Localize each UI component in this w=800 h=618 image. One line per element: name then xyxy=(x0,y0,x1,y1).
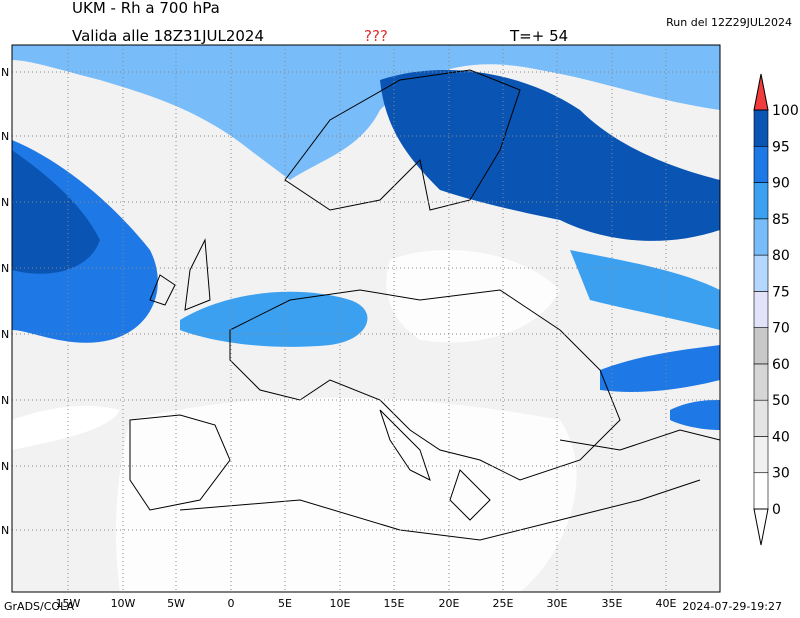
flag: ??? xyxy=(364,27,388,45)
forecast-step: T=+ 54 xyxy=(509,27,568,45)
lon-label: 10W xyxy=(111,597,136,610)
humid-zone xyxy=(600,345,720,392)
run-time: Run del 12Z29JUL2024 xyxy=(666,16,792,29)
lon-label: 15E xyxy=(384,597,405,610)
colorbar-under xyxy=(753,508,769,546)
colorbar-segment xyxy=(753,327,769,365)
lon-label: 15W xyxy=(56,597,81,610)
colorbar-segment xyxy=(753,399,769,437)
colorbar-label: 50 xyxy=(772,393,790,409)
colorbar-segment xyxy=(753,182,769,220)
colorbar-segment xyxy=(753,145,769,183)
colorbar-segment xyxy=(753,218,769,256)
lat-label: N xyxy=(1,66,9,79)
colorbar-segment xyxy=(753,109,769,147)
valid-time: Valida alle 18Z31JUL2024 xyxy=(72,27,264,45)
lon-label: 30E xyxy=(547,597,568,610)
lat-label: N xyxy=(1,394,9,407)
lon-label: 25E xyxy=(493,597,514,610)
dry-zone xyxy=(386,250,560,343)
colorbar-label: 85 xyxy=(772,212,790,228)
colorbar-label: 95 xyxy=(772,139,790,155)
lon-label: 35E xyxy=(602,597,623,610)
lon-label: 10E xyxy=(330,597,351,610)
colorbar-segment xyxy=(753,291,769,328)
colorbar-label: 80 xyxy=(772,248,790,264)
lat-label: N xyxy=(1,524,9,537)
title: UKM - Rh a 700 hPa xyxy=(72,0,220,17)
humid-zone xyxy=(570,250,720,330)
colorbar-label: 60 xyxy=(772,357,790,373)
lon-label: 0 xyxy=(228,597,235,610)
colorbar-segment xyxy=(753,436,769,474)
footer-right: 2024-07-29-19:27 xyxy=(682,600,782,613)
lat-label: N xyxy=(1,130,9,143)
humid-zone xyxy=(180,291,368,347)
colorbar-label: 75 xyxy=(772,284,790,300)
colorbar-segment xyxy=(753,472,769,510)
humid-zone xyxy=(380,70,720,241)
lat-label: N xyxy=(1,328,9,341)
colorbar-over xyxy=(753,73,769,111)
colorbar-label: 40 xyxy=(772,429,790,445)
lat-label: N xyxy=(1,262,9,275)
colorbar-label: 30 xyxy=(772,466,790,482)
colorbar-label: 0 xyxy=(772,502,781,518)
map-frame xyxy=(11,44,721,593)
humid-zone xyxy=(12,150,100,274)
colorbar-label: 90 xyxy=(772,176,790,192)
lon-label: 5E xyxy=(278,597,292,610)
humid-zone xyxy=(670,400,720,430)
lat-label: N xyxy=(1,196,9,209)
colorbar-segment xyxy=(753,254,769,292)
lat-label: N xyxy=(1,460,9,473)
humid-zone xyxy=(12,45,720,180)
dry-zone xyxy=(115,397,577,592)
coastlines xyxy=(129,69,721,541)
colorbar-label: 70 xyxy=(772,321,790,337)
colorbar-segment xyxy=(753,363,769,401)
map-area xyxy=(11,44,721,593)
lon-label: 40E xyxy=(656,597,677,610)
footer-left: GrADS/COLA xyxy=(4,600,74,613)
lon-label: 5W xyxy=(167,597,185,610)
dry-zone xyxy=(12,405,120,450)
colorbar-label: 100 xyxy=(772,103,799,119)
lon-label: 20E xyxy=(439,597,460,610)
